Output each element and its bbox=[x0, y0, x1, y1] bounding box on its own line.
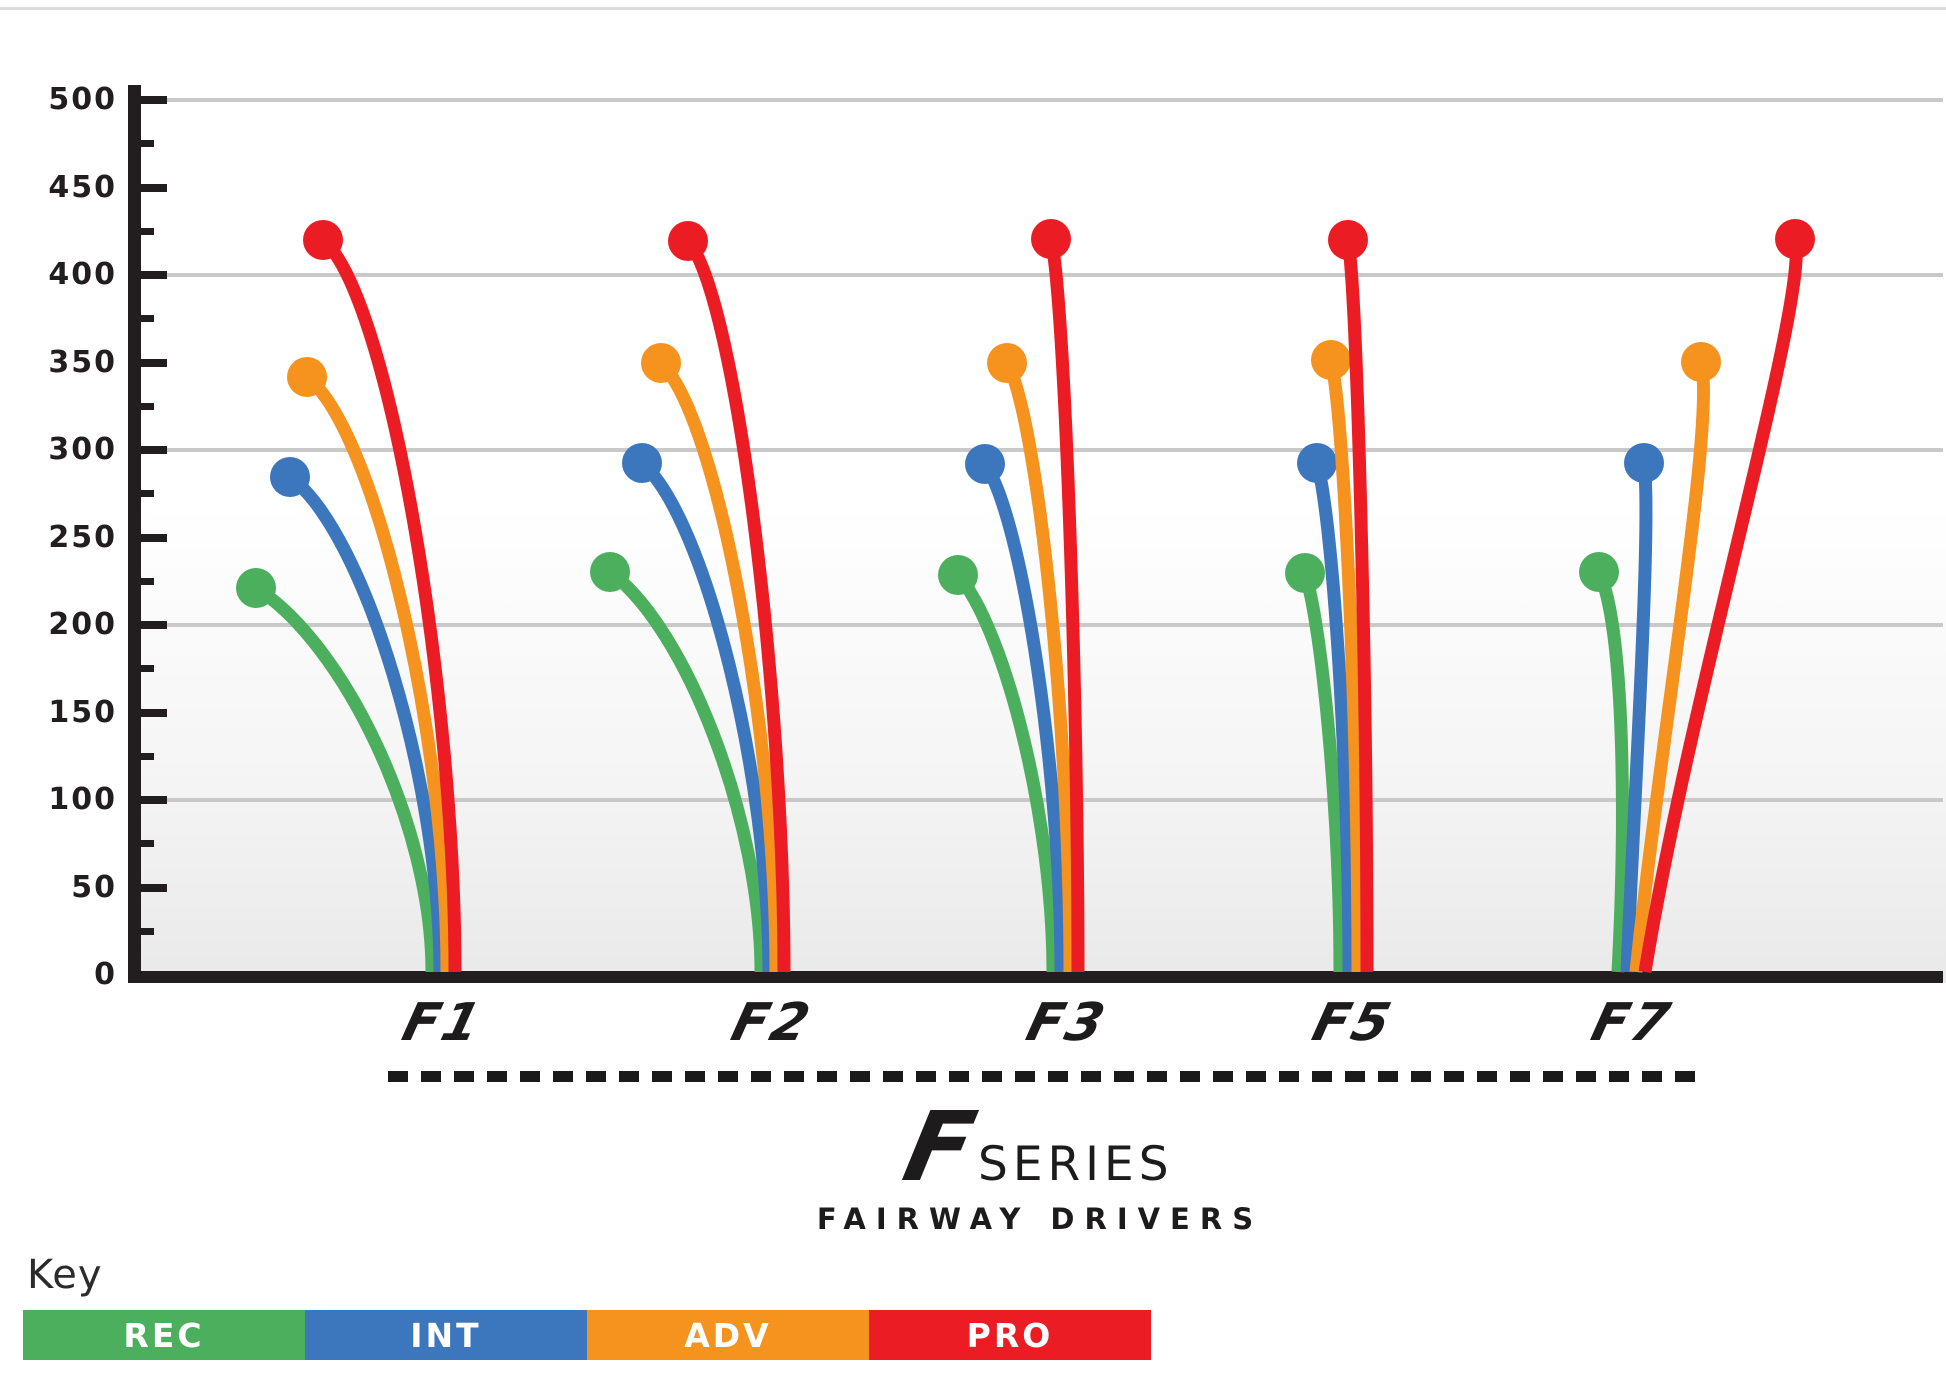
landing-dot-f5-int bbox=[1297, 443, 1337, 483]
y-axis-label-350: 350 bbox=[48, 344, 117, 380]
flight-path-f2-pro bbox=[682, 236, 791, 973]
y-tick-major-450 bbox=[141, 183, 167, 192]
y-tick-minor-475 bbox=[141, 140, 154, 148]
flight-path-f7-rec bbox=[1593, 569, 1629, 973]
x-axis-label-f1: F1 bbox=[396, 993, 490, 1053]
x-axis-label-f7: F7 bbox=[1585, 993, 1679, 1053]
flight-path-f7-pro bbox=[1638, 237, 1803, 974]
chart-subtitle: FAIRWAY DRIVERS bbox=[816, 1202, 1264, 1236]
y-tick-major-500 bbox=[141, 96, 167, 104]
y-axis-label-300: 300 bbox=[48, 432, 117, 467]
y-tick-major-50 bbox=[141, 883, 167, 892]
flight-path-f2-rec bbox=[606, 566, 768, 973]
flight-path-f2-int bbox=[637, 458, 776, 973]
legend-bar: REC INT ADV PRO bbox=[23, 1310, 1151, 1360]
y-tick-minor-225 bbox=[141, 577, 154, 585]
flight-path-f3-int bbox=[979, 460, 1068, 973]
title-letter-f: F bbox=[894, 1091, 984, 1203]
y-tick-major-400 bbox=[141, 271, 167, 279]
y-axis-label-100: 100 bbox=[48, 782, 117, 817]
landing-dot-f1-rec bbox=[236, 568, 276, 608]
top-border-rule bbox=[0, 7, 1946, 10]
landing-dot-f5-pro bbox=[1328, 220, 1368, 260]
legend-segment-int: INT bbox=[305, 1310, 587, 1360]
y-tick-minor-325 bbox=[141, 402, 154, 410]
x-axis-baseline bbox=[128, 971, 1943, 983]
y-tick-major-200 bbox=[141, 621, 167, 629]
flight-path-f1-rec bbox=[252, 582, 439, 973]
landing-dot-f7-rec bbox=[1579, 552, 1619, 592]
landing-dot-f2-rec bbox=[590, 552, 630, 592]
y-tick-minor-425 bbox=[141, 227, 154, 235]
flight-path-f2-adv bbox=[656, 358, 783, 973]
flight-path-f1-int bbox=[286, 471, 447, 973]
flight-path-f5-pro bbox=[1341, 238, 1374, 973]
y-tick-minor-25 bbox=[141, 927, 154, 935]
landing-dot-f2-adv bbox=[641, 343, 681, 383]
series-divider-dotted-line bbox=[388, 1071, 1703, 1082]
x-axis-label-f2: F2 bbox=[725, 993, 819, 1053]
landing-dot-f7-int bbox=[1624, 443, 1664, 483]
y-tick-minor-125 bbox=[141, 752, 154, 760]
gridline-400 bbox=[141, 273, 1943, 277]
y-axis-label-450: 450 bbox=[48, 169, 117, 205]
y-tick-major-250 bbox=[141, 533, 167, 542]
landing-dot-f2-pro bbox=[668, 221, 708, 261]
chart-title: F SERIES bbox=[817, 1091, 1263, 1203]
landing-dot-f7-pro bbox=[1775, 219, 1815, 259]
flight-path-f5-adv bbox=[1324, 358, 1365, 973]
y-axis-spine bbox=[128, 85, 141, 983]
landing-dot-f5-adv bbox=[1311, 340, 1351, 380]
y-axis-label-400: 400 bbox=[48, 257, 117, 292]
flight-path-f7-adv bbox=[1629, 360, 1711, 973]
flight-path-f3-adv bbox=[1001, 359, 1077, 973]
landing-dot-f3-int bbox=[965, 444, 1005, 484]
gridline-500 bbox=[141, 98, 1943, 102]
legend-heading: Key bbox=[27, 1252, 103, 1298]
flight-path-f5-rec bbox=[1298, 571, 1347, 973]
y-axis-label-50: 50 bbox=[71, 869, 117, 905]
legend-segment-rec: REC bbox=[23, 1310, 305, 1360]
landing-dot-f2-int bbox=[622, 443, 662, 483]
legend-segment-pro: PRO bbox=[869, 1310, 1151, 1360]
landing-dot-f1-adv bbox=[287, 357, 327, 397]
y-tick-minor-75 bbox=[141, 840, 154, 848]
gridline-300 bbox=[141, 448, 1943, 452]
landing-dot-f3-pro bbox=[1031, 219, 1071, 259]
y-tick-major-100 bbox=[141, 796, 167, 804]
flight-path-f1-pro bbox=[318, 235, 462, 973]
flight-path-f1-adv bbox=[302, 371, 454, 973]
flight-path-f7-int bbox=[1620, 462, 1653, 973]
gridline-200 bbox=[141, 623, 1943, 627]
x-axis-label-f5: F5 bbox=[1306, 993, 1400, 1053]
landing-dot-f3-rec bbox=[938, 555, 978, 595]
landing-dot-f5-rec bbox=[1285, 553, 1325, 593]
y-axis-label-150: 150 bbox=[48, 694, 117, 730]
title-series-text: SERIES bbox=[977, 1137, 1174, 1192]
y-tick-minor-175 bbox=[141, 665, 154, 673]
y-tick-minor-275 bbox=[141, 490, 154, 498]
y-tick-major-350 bbox=[141, 358, 167, 367]
y-axis-label-250: 250 bbox=[48, 519, 117, 555]
y-axis-label-500: 500 bbox=[48, 82, 117, 117]
landing-dot-f7-adv bbox=[1681, 342, 1721, 382]
y-axis-label-200: 200 bbox=[48, 607, 117, 642]
y-tick-minor-375 bbox=[141, 315, 154, 323]
y-tick-major-150 bbox=[141, 708, 167, 717]
legend-segment-adv: ADV bbox=[587, 1310, 869, 1360]
flight-path-f3-pro bbox=[1044, 237, 1085, 973]
landing-dot-f1-pro bbox=[303, 220, 343, 260]
chart-title-block: F SERIES FAIRWAY DRIVERS bbox=[816, 1091, 1264, 1236]
landing-dot-f3-adv bbox=[987, 343, 1027, 383]
flight-path-f3-rec bbox=[952, 570, 1060, 973]
x-axis-label-f3: F3 bbox=[1020, 993, 1114, 1053]
flight-path-f5-int bbox=[1310, 461, 1356, 973]
y-axis-label-0: 0 bbox=[94, 957, 117, 992]
landing-dot-f1-int bbox=[270, 457, 310, 497]
y-tick-major-300 bbox=[141, 446, 167, 454]
